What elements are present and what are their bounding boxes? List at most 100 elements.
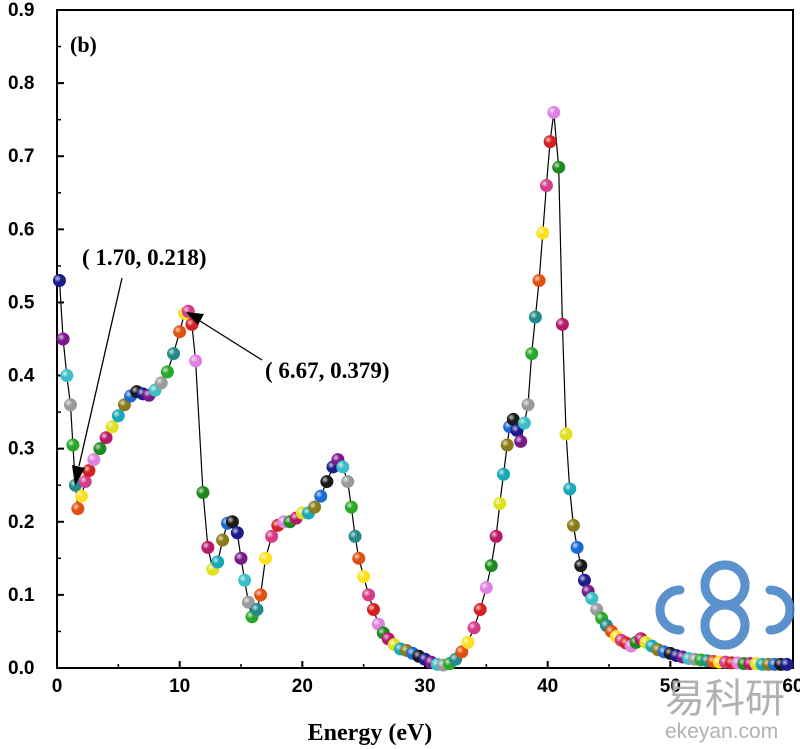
annotation-2: ( 6.67, 0.379) <box>186 312 390 383</box>
y-tick-label: 0.9 <box>8 0 34 21</box>
data-point <box>517 416 531 430</box>
y-axis: 0.0 0.1 0.2 0.3 0.4 0.5 0.6 0.7 0.8 0.9 <box>8 0 64 679</box>
data-point <box>577 573 591 587</box>
data-point <box>574 559 588 573</box>
data-point <box>525 347 539 361</box>
data-point <box>216 533 230 547</box>
data-point <box>493 497 507 510</box>
data-point <box>357 570 371 584</box>
data-point <box>105 420 119 434</box>
data-point <box>473 603 487 617</box>
y-tick-label: 0.5 <box>8 292 35 313</box>
data-point <box>211 555 225 569</box>
data-point <box>563 482 577 496</box>
x-tick-label: 50 <box>660 676 681 697</box>
x-tick-label: 0 <box>52 676 63 697</box>
data-point <box>201 540 215 554</box>
data-point <box>250 603 264 617</box>
data-point <box>585 592 599 606</box>
plot-frame <box>56 9 794 669</box>
data-point <box>489 529 503 543</box>
y-tick-label: 0.8 <box>8 73 34 94</box>
x-tick-label: 20 <box>292 676 313 697</box>
data-point <box>63 398 77 412</box>
data-point <box>234 551 248 565</box>
x-axis-title: Energy (eV) <box>308 720 433 746</box>
data-point <box>154 376 168 390</box>
annotation-1: ( 1.70, 0.218) <box>72 245 207 486</box>
data-point <box>78 475 92 489</box>
data-point <box>265 529 279 543</box>
data-point <box>479 581 493 595</box>
watermark-url: ekeyan.com <box>665 720 778 743</box>
data-point <box>352 551 366 565</box>
data-point <box>320 475 334 489</box>
y-tick-label: 0.0 <box>8 658 34 679</box>
x-tick-label: 40 <box>537 676 558 697</box>
data-point <box>56 332 70 346</box>
data-point <box>341 475 355 489</box>
data-point <box>344 500 358 514</box>
data-point <box>547 105 561 119</box>
y-tick-label: 0.2 <box>8 512 34 533</box>
watermark-logo-icon <box>655 560 795 650</box>
data-point <box>780 657 794 671</box>
data-point <box>230 526 244 540</box>
data-point <box>555 317 569 331</box>
data-point <box>308 500 322 514</box>
data-point <box>455 645 469 659</box>
data-point <box>497 467 511 481</box>
data-point <box>259 551 273 565</box>
annotation-1-text: ( 1.70, 0.218) <box>82 245 207 270</box>
data-point <box>528 310 542 324</box>
watermark-brand: 易科研 <box>665 677 785 721</box>
data-point <box>238 573 252 587</box>
annotation-1-arrow <box>78 277 123 467</box>
data-point <box>539 178 553 192</box>
x-tick-label: 30 <box>414 676 435 697</box>
data-point <box>514 434 528 448</box>
data-point <box>99 431 113 445</box>
data-point <box>536 226 550 240</box>
data-point <box>189 354 203 368</box>
data-point <box>552 160 566 174</box>
y-tick-label: 0.6 <box>8 219 34 240</box>
data-point <box>336 460 350 474</box>
data-point <box>225 515 239 529</box>
data-point <box>521 398 535 412</box>
data-point <box>366 603 380 617</box>
y-tick-label: 0.3 <box>8 439 34 460</box>
y-tick-label: 0.1 <box>8 585 35 606</box>
series-line-path <box>58 112 787 666</box>
data-point <box>467 621 481 635</box>
data-point <box>314 489 328 503</box>
data-point <box>241 595 255 609</box>
data-point <box>566 518 580 532</box>
y-tick-label: 0.7 <box>8 146 34 167</box>
data-point <box>559 427 573 441</box>
data-point <box>500 438 514 452</box>
panel-label: (b) <box>70 32 97 57</box>
data-point <box>461 635 475 649</box>
watermark: 易科研 ekeyan.com <box>655 560 795 743</box>
data-point <box>82 464 96 478</box>
data-point <box>75 489 89 503</box>
data-point <box>362 588 376 602</box>
series-line <box>58 112 787 666</box>
data-point <box>543 135 557 149</box>
data-point <box>93 442 107 456</box>
x-tick-label: 10 <box>169 676 190 697</box>
x-tick-label: 60 <box>782 676 800 697</box>
data-point <box>173 325 187 339</box>
data-point <box>532 274 546 288</box>
data-point <box>196 486 210 500</box>
data-point <box>160 365 174 379</box>
data-point <box>52 274 66 288</box>
data-point <box>484 559 498 573</box>
data-point <box>254 588 268 602</box>
data-point <box>167 347 181 361</box>
data-point <box>111 409 125 423</box>
data-point <box>60 369 74 383</box>
data-point <box>66 438 80 452</box>
